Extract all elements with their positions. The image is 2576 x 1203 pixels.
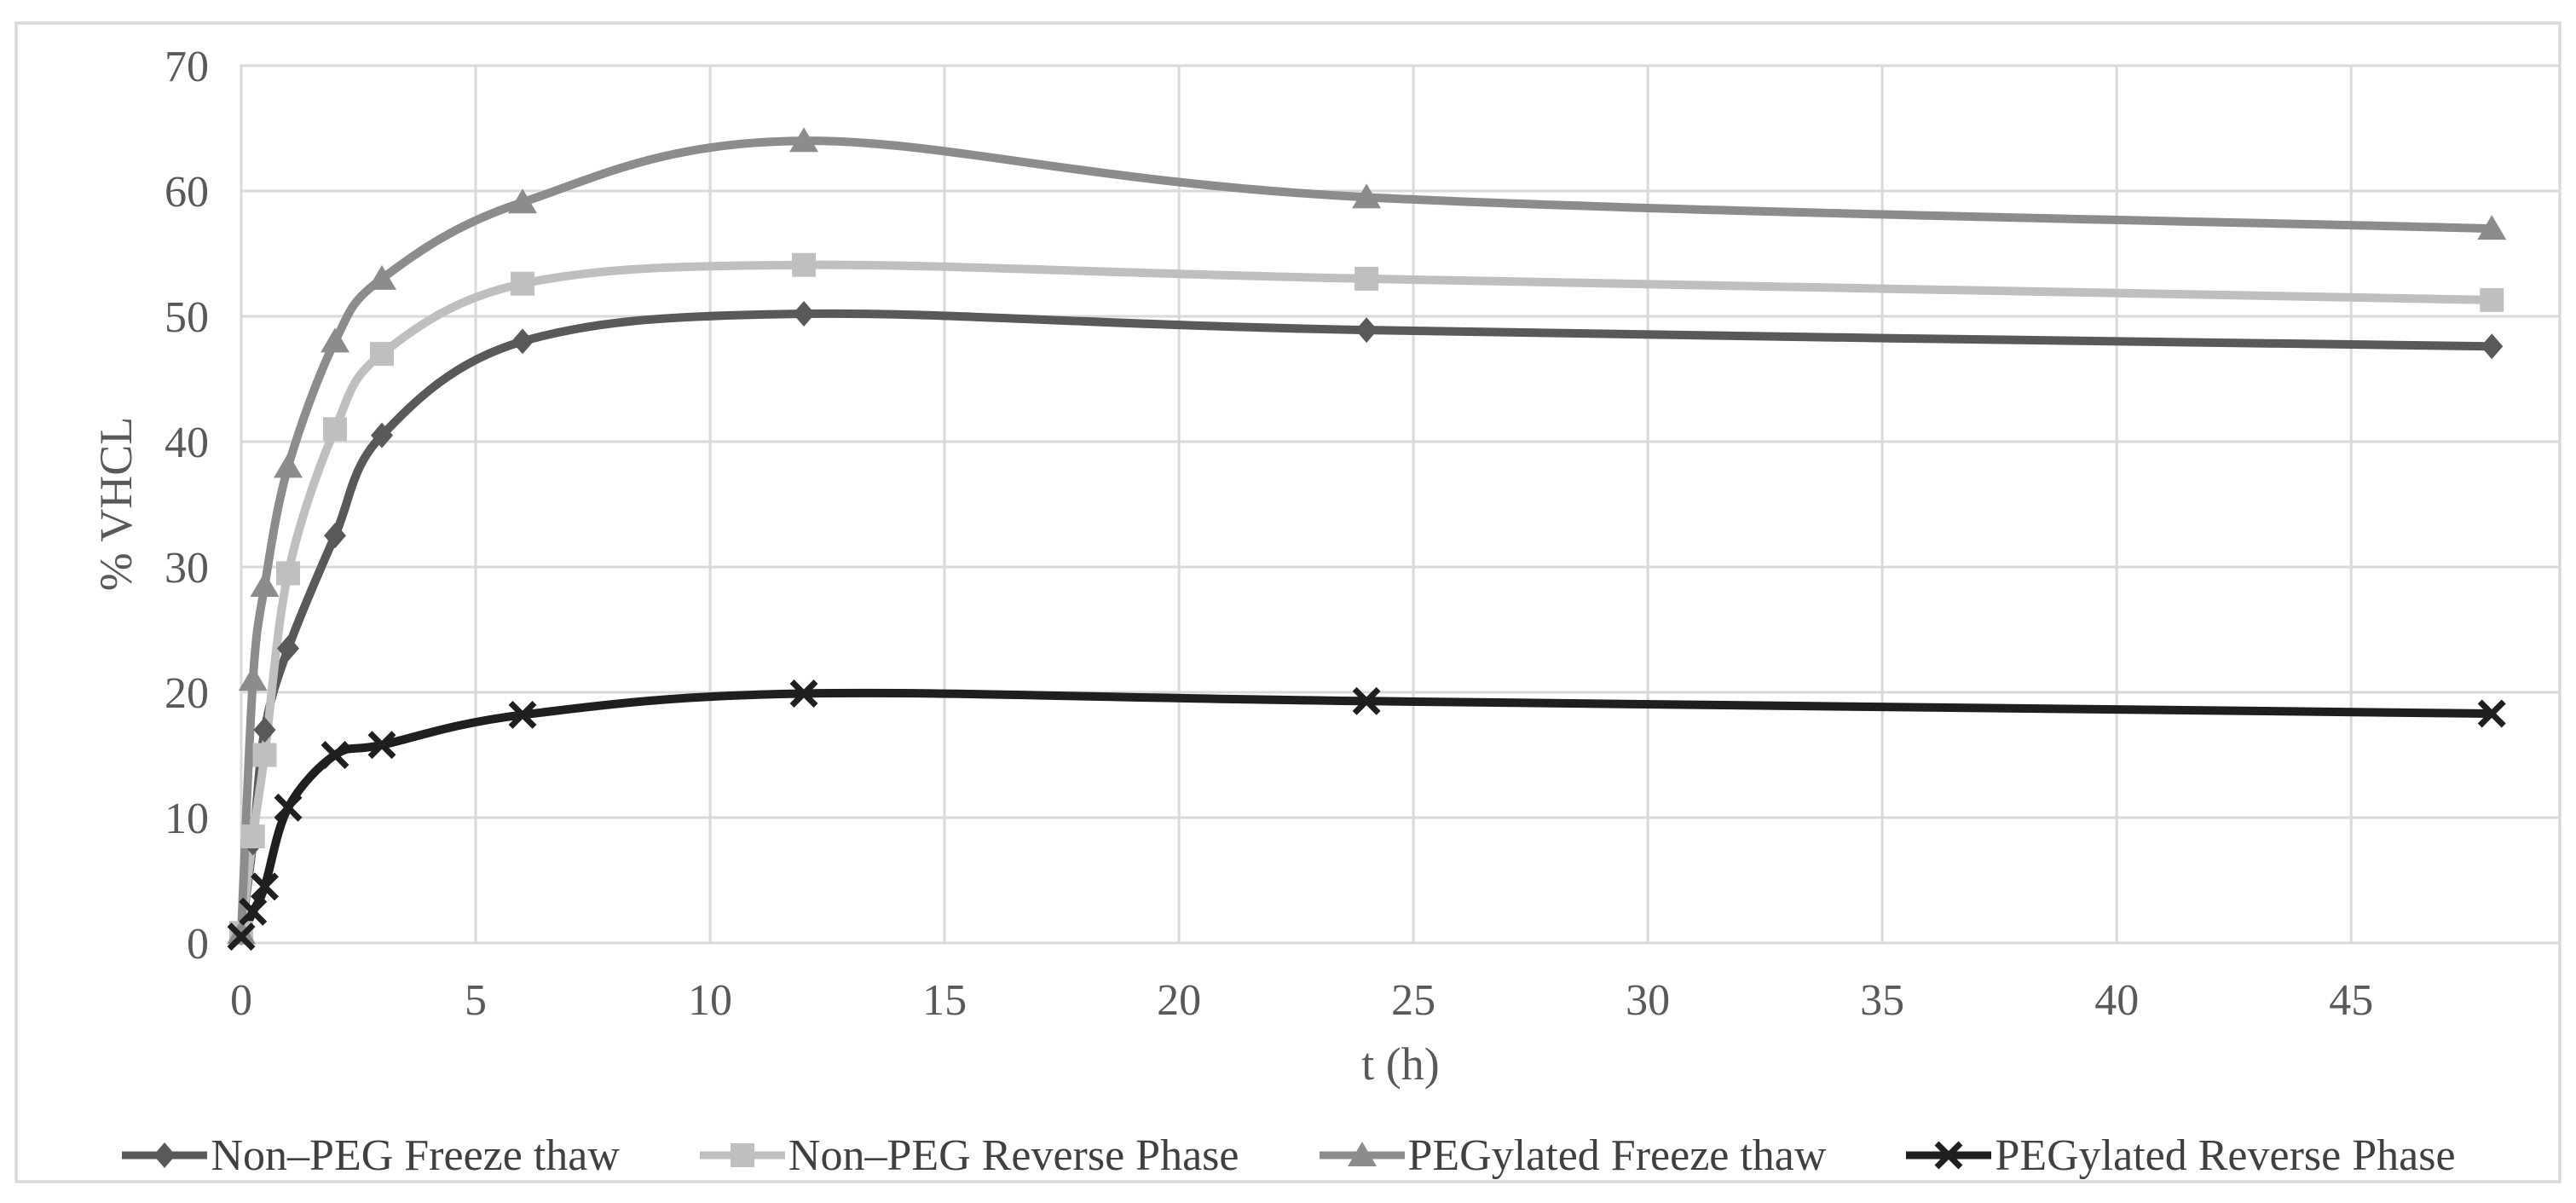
series-line [237, 309, 2497, 938]
marker-x [2477, 699, 2506, 728]
marker-square [1354, 266, 1379, 291]
chart-legend: Non–PEG Freeze thaw Non–PEG Reverse Phase… [0, 1119, 2576, 1192]
legend-label: Non–PEG Freeze thaw [211, 1131, 620, 1180]
y-tick-label: 60 [165, 168, 209, 217]
y-tick-label: 70 [165, 43, 209, 91]
marker-x [1352, 686, 1381, 715]
figure-border-rect [14, 21, 2562, 1183]
gridlines [240, 64, 2560, 945]
x-axis-tick-labels: 0 5 10 15 20 25 30 35 40 45 [230, 976, 2373, 1025]
marker-triangle [321, 327, 350, 353]
legend-triangle-icon [1319, 1142, 1405, 1166]
legend-diamond-icon [122, 1142, 208, 1168]
marker-triangle [1347, 1142, 1377, 1166]
marker-square [2480, 287, 2504, 312]
marker-diamond [793, 301, 816, 327]
legend-item: PEGylated Freeze thaw [1318, 1129, 1827, 1182]
marker-triangle [250, 572, 280, 598]
x-tick-label: 30 [1626, 976, 1670, 1025]
y-tick-label: 10 [165, 795, 209, 843]
plot-area-border [240, 64, 2562, 945]
marker-square [511, 271, 535, 296]
marker-x [251, 872, 279, 901]
marker-square [370, 342, 395, 367]
y-axis-title: % VHCL [90, 416, 142, 592]
y-tick-label: 30 [165, 544, 209, 593]
marker-diamond [253, 717, 276, 743]
legend-item: Non–PEG Reverse Phase [698, 1129, 1239, 1182]
y-axis-tick-labels: 0 10 20 30 40 50 60 70 [165, 43, 209, 969]
marker-triangle [274, 453, 303, 478]
legend-label: PEGylated Freeze thaw [1407, 1131, 1827, 1180]
series-markers [227, 127, 2507, 951]
marker-diamond [371, 422, 394, 448]
x-tick-label: 0 [230, 976, 252, 1025]
legend-item: Non–PEG Freeze thaw [120, 1129, 620, 1182]
legend-x-icon [1906, 1141, 1992, 1170]
marker-triangle [2477, 215, 2507, 240]
plot-border [240, 64, 2562, 945]
marker-square [276, 561, 301, 586]
marker-diamond [153, 1142, 176, 1168]
y-tick-label: 0 [187, 920, 209, 969]
series-line [237, 136, 2497, 938]
legend-item: PEGylated Reverse Phase [1904, 1129, 2456, 1182]
marker-x [239, 897, 268, 926]
legend-label: Non–PEG Reverse Phase [788, 1131, 1239, 1180]
marker-x [227, 922, 256, 951]
x-tick-label: 15 [922, 976, 967, 1025]
marker-square [792, 252, 817, 277]
y-tick-label: 50 [165, 293, 209, 342]
x-tick-label: 5 [465, 976, 487, 1025]
marker-triangle [1352, 183, 1382, 209]
series-line [237, 688, 2497, 941]
marker-x [367, 731, 396, 760]
marker-triangle [227, 919, 256, 945]
marker-x [789, 679, 818, 708]
marker-square [323, 417, 348, 442]
marker-diamond [1355, 317, 1378, 344]
marker-square [240, 824, 265, 849]
marker-square [730, 1143, 754, 1167]
marker-triangle [789, 127, 819, 153]
marker-x [321, 741, 349, 769]
marker-triangle [367, 264, 397, 290]
x-tick-label: 25 [1391, 976, 1435, 1025]
marker-x [508, 700, 537, 729]
x-tick-label: 20 [1157, 976, 1201, 1025]
marker-x [1934, 1141, 1963, 1170]
marker-x [274, 793, 303, 822]
legend-label: PEGylated Reverse Phase [1995, 1131, 2456, 1180]
series-line [237, 260, 2497, 938]
marker-diamond [2481, 333, 2504, 360]
marker-triangle [238, 666, 268, 691]
y-tick-label: 20 [165, 669, 209, 718]
marker-triangle [508, 188, 538, 214]
x-tick-label: 10 [688, 976, 732, 1025]
marker-square [252, 743, 277, 767]
x-axis-title: t (h) [1361, 1038, 1440, 1090]
x-tick-label: 35 [1860, 976, 1904, 1025]
marker-diamond [324, 523, 347, 549]
x-tick-label: 40 [2094, 976, 2139, 1025]
figure-border [14, 21, 2562, 1183]
x-tick-label: 45 [2329, 976, 2373, 1025]
marker-diamond [277, 635, 300, 662]
y-tick-label: 40 [165, 419, 209, 467]
marker-diamond [511, 328, 534, 355]
legend-square-icon [699, 1143, 785, 1167]
